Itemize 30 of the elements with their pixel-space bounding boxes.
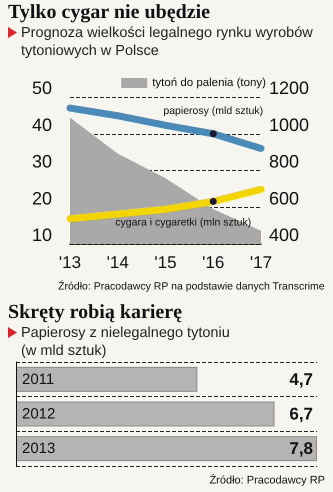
y2-tick-label: 800 bbox=[269, 152, 300, 172]
chart-subtitle: Papierosy z nielegalnego tytoniu (w mld sztuk) bbox=[21, 324, 230, 360]
x-tick-label: '13 bbox=[58, 253, 82, 272]
y-tick-label: 20 bbox=[32, 188, 52, 208]
y-tick-label: 30 bbox=[32, 152, 52, 172]
x-tick-label: '16 bbox=[202, 253, 224, 272]
y-tick-label: 50 bbox=[32, 78, 52, 98]
text: Źródło: Pracodawcy RP na podstawie danych Transcrime bbox=[58, 280, 325, 292]
annotation: papierosy (mld sztuk) bbox=[163, 104, 264, 117]
y2-tick-label: 400 bbox=[269, 225, 300, 245]
y-tick-label: 10 bbox=[32, 225, 52, 245]
annotation: cygara i cygaretki (mln sztuk) bbox=[115, 216, 252, 228]
y-tick-label: 2011 bbox=[22, 370, 54, 388]
legend-label: tytoń do palenia (tony) bbox=[152, 77, 266, 89]
chart-title: Tylko cygar nie ubędzie bbox=[8, 0, 212, 24]
y-tick-label: 2012 bbox=[22, 406, 56, 422]
chart-subtitle: Prognoza wielkości legalnego rynku wyrobów tytoniowych w Polsce bbox=[21, 24, 314, 60]
data-label: 6,7 bbox=[289, 404, 313, 424]
text: Źródło: Pracodawcy RP bbox=[209, 474, 326, 486]
chart-title: Skręty robią karierę bbox=[8, 300, 184, 324]
y2-tick-label: 1200 bbox=[269, 78, 310, 98]
data-label: 7,8 bbox=[289, 439, 313, 458]
y2-tick-label: 1000 bbox=[269, 114, 310, 135]
x-tick-label: '14 bbox=[106, 253, 129, 272]
y-tick-label: 2013 bbox=[22, 440, 56, 458]
y2-tick-label: 600 bbox=[269, 188, 300, 208]
y-tick-label: 40 bbox=[32, 114, 52, 135]
x-tick-label: '17 bbox=[250, 253, 272, 272]
data-label: 4,7 bbox=[289, 370, 313, 389]
x-tick-label: '15 bbox=[154, 253, 177, 272]
